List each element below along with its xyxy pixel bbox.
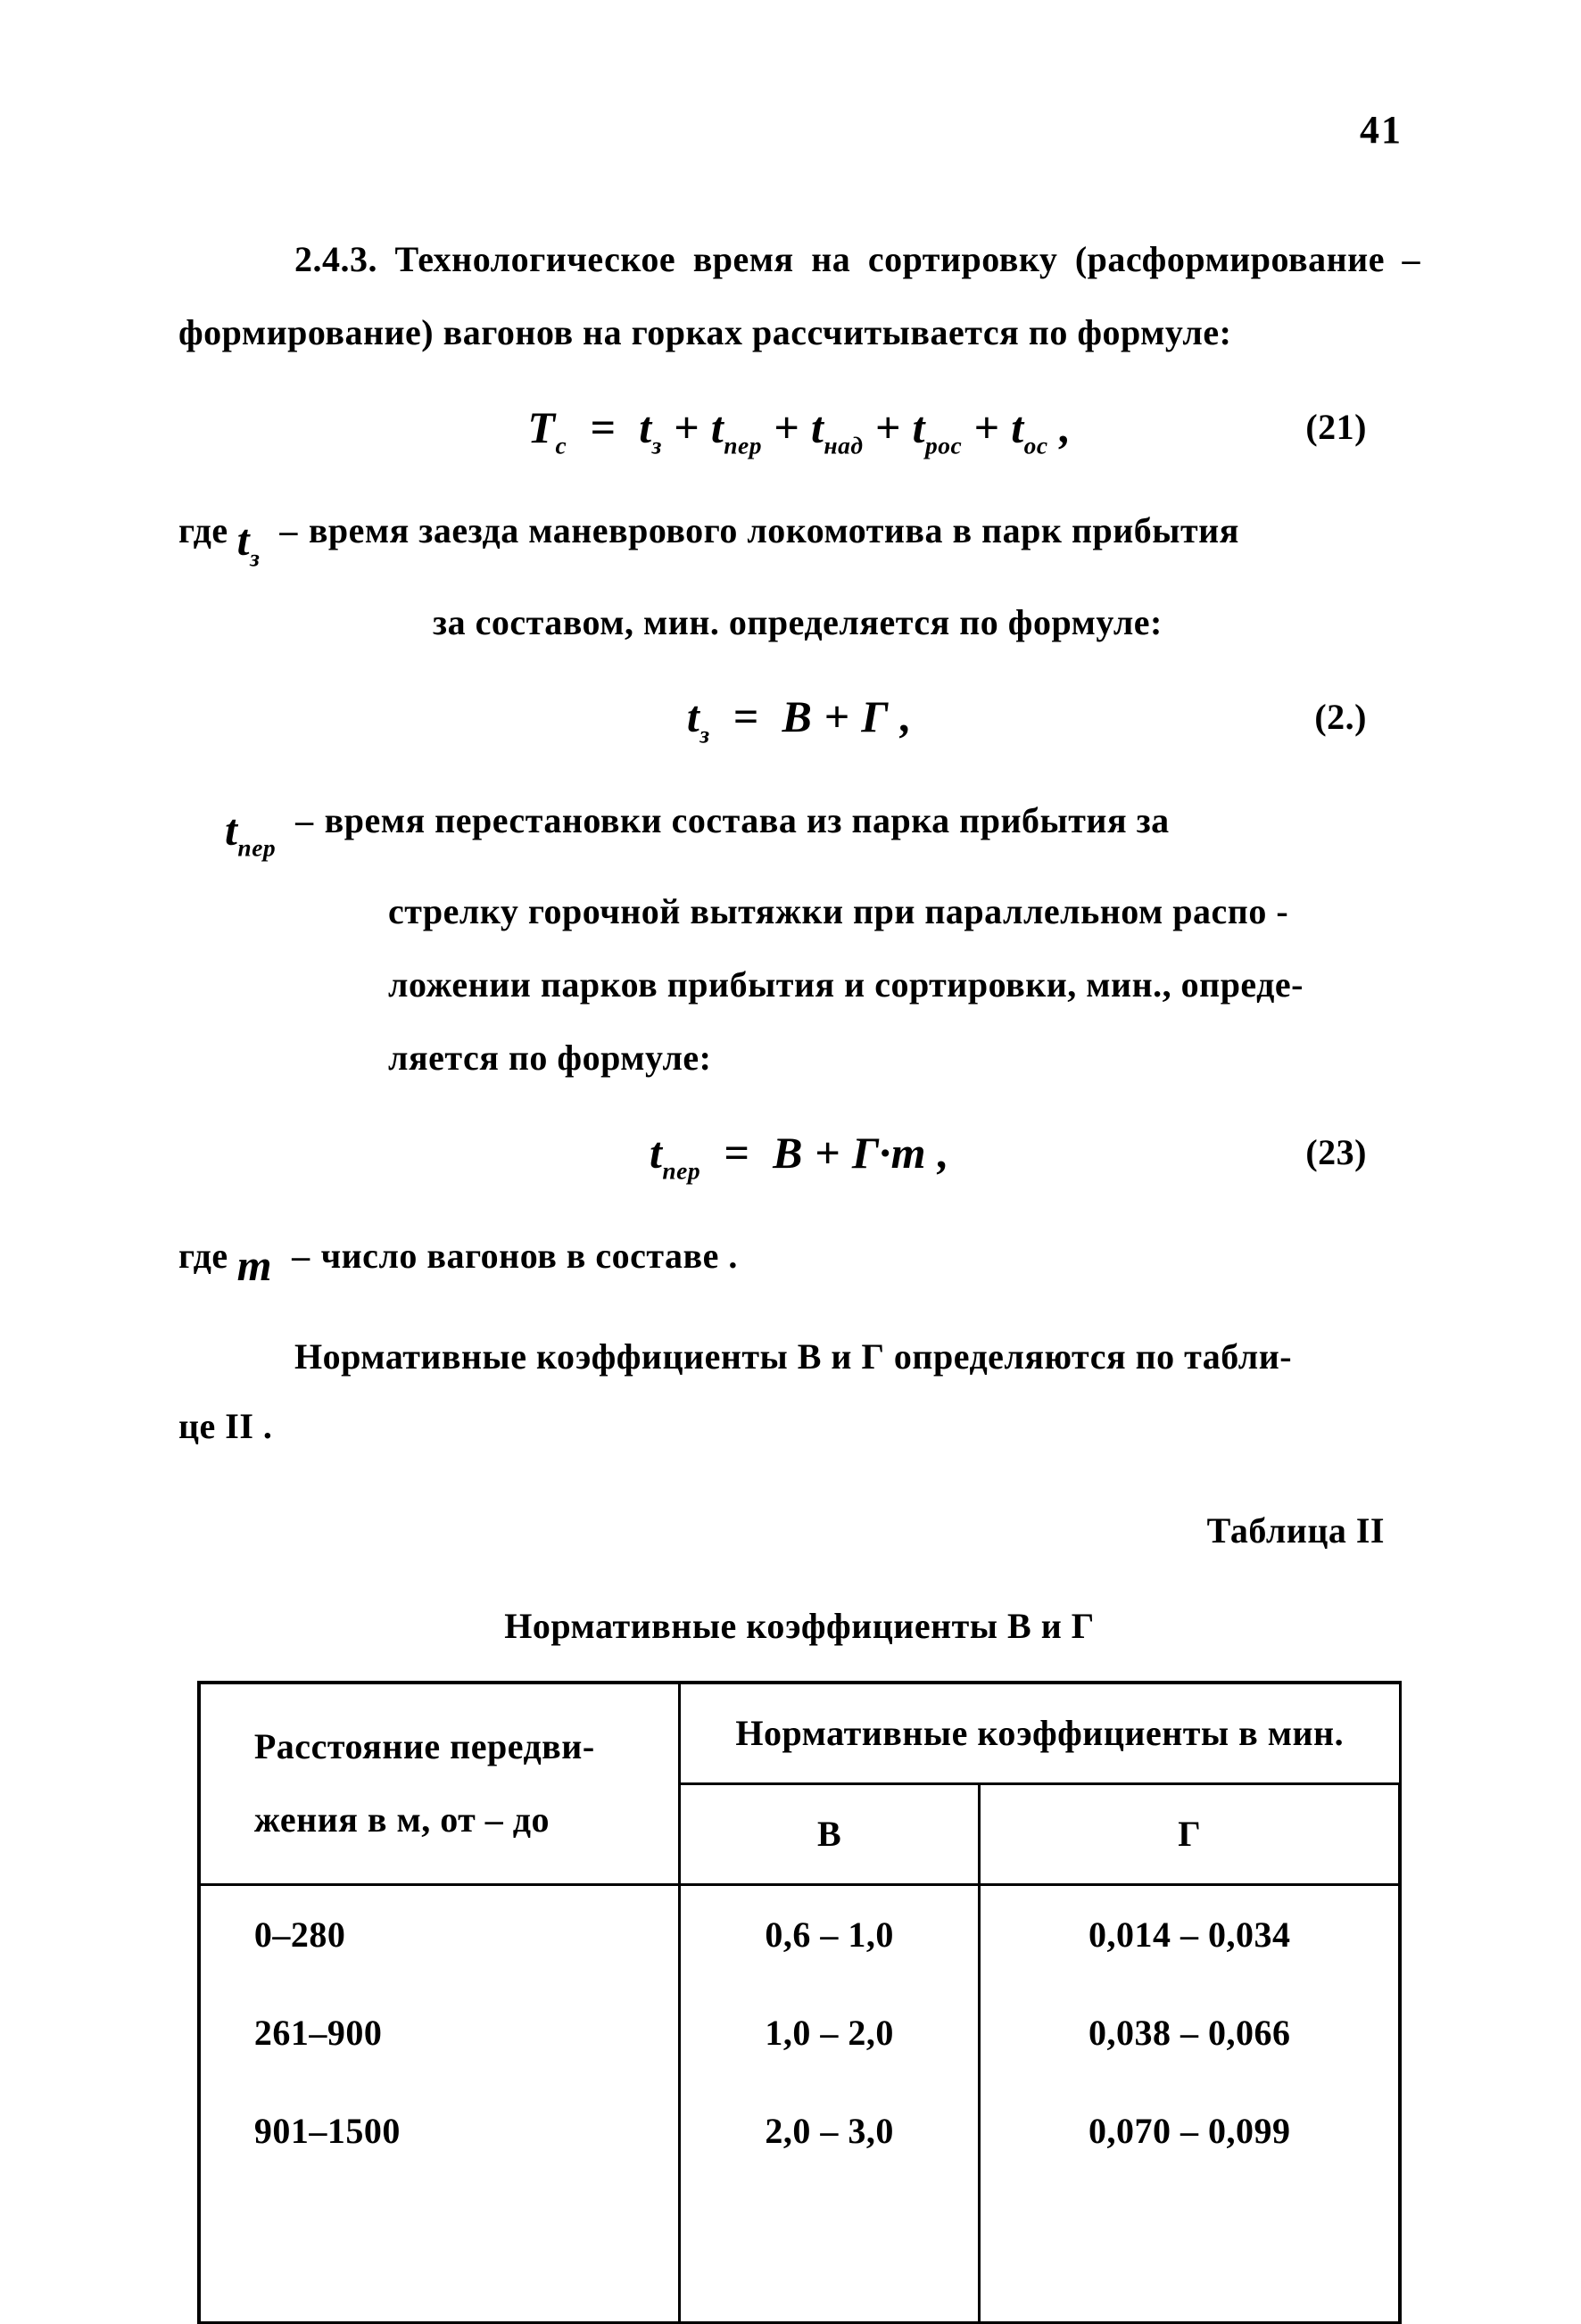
tper-text-line1: время перестановки состава из парка приб… <box>325 784 1420 857</box>
formula-23-content: tпер = В + Г·m , <box>650 1107 949 1199</box>
body-text: 2.4.3. Технологическое время на сортиров… <box>178 223 1420 2324</box>
tper-text-line2: стрелку горочной вытяжки при параллельно… <box>178 875 1420 948</box>
tper-symbol: tпер <box>216 784 285 876</box>
where-spacer <box>178 784 216 857</box>
where-tper: tпер – время перестановки состава из пар… <box>178 784 1420 1096</box>
formula-22-content: tз = В + Г , <box>687 671 912 763</box>
formula-23-number: (23) <box>1305 1116 1367 1189</box>
t3-symbol: tз <box>228 494 269 586</box>
where-m: где m – число вагонов в составе . <box>178 1220 1420 1311</box>
coefficients-table: Расстояние передви- жения в м, от – до Н… <box>197 1681 1402 2324</box>
cell-dist: 901–1500 <box>199 2082 679 2180</box>
cell-g: 0,070 – 0,099 <box>980 2082 1400 2180</box>
table-row: 901–1500 2,0 – 3,0 0,070 – 0,099 <box>199 2082 1400 2180</box>
section-number: 2.4.3. <box>294 239 377 279</box>
tper-text-line4: ляется по формуле: <box>178 1021 1420 1095</box>
table-row: 0–280 0,6 – 1,0 0,014 – 0,034 <box>199 1884 1400 1984</box>
formula-21-number: (21) <box>1305 391 1367 464</box>
col1-header: Расстояние передви- жения в м, от – до <box>199 1683 679 1885</box>
t3-text-line1: время заезда маневрового локомотива в па… <box>309 494 1420 567</box>
cell-g: 0,038 – 0,066 <box>980 1984 1400 2082</box>
cell-g: 0,014 – 0,034 <box>980 1884 1400 1984</box>
cell-b: 0,6 – 1,0 <box>679 1884 980 1984</box>
cell-b: 1,0 – 2,0 <box>679 1984 980 2082</box>
col3-subheader: Г <box>980 1783 1400 1884</box>
dash-icon: – <box>285 784 325 857</box>
t3-text-line2: за составом, мин. определяется по формул… <box>178 586 1420 659</box>
col23-header: Нормативные коэффициенты в мин. <box>679 1683 1400 1784</box>
m-symbol: m <box>228 1220 281 1311</box>
col2-subheader: В <box>679 1783 980 1884</box>
where-label-2: где <box>178 1220 228 1293</box>
table-title: Нормативные коэффициенты В и Г <box>178 1590 1420 1663</box>
where-t3: где tз – время заезда маневрового локомо… <box>178 494 1420 659</box>
formula-22: tз = В + Г , (2.) <box>178 677 1420 757</box>
dash-icon: – <box>281 1220 321 1293</box>
dash-icon: – <box>269 494 309 567</box>
cell-dist: 261–900 <box>199 1984 679 2082</box>
document-page: 41 2.4.3. Технологическое время на сорти… <box>0 0 1581 2212</box>
formula-22-number: (2.) <box>1314 681 1367 754</box>
where-label: где <box>178 494 228 567</box>
table-row: 261–900 1,0 – 2,0 0,038 – 0,066 <box>199 1984 1400 2082</box>
table-label: Таблица II <box>178 1494 1385 1567</box>
formula-21: Tc = tз + tпер + tнад + tрос + tос , (21… <box>178 387 1420 467</box>
page-number: 41 <box>1360 107 1403 153</box>
cell-dist: 0–280 <box>199 1884 679 1984</box>
cell-b: 2,0 – 3,0 <box>679 2082 980 2180</box>
table-empty-row <box>199 2180 1400 2323</box>
formula-23: tпер = В + Г·m , (23) <box>178 1112 1420 1193</box>
formula-21-content: Tc = tз + tпер + tнад + tрос + tос , <box>527 382 1071 474</box>
tper-text-line3: ложении парков прибытия и сортировки, ми… <box>178 948 1420 1021</box>
coef-sentence-line1: Нормативные коэффициенты В и Г определяю… <box>178 1320 1420 1394</box>
m-text: число вагонов в составе . <box>321 1220 1420 1293</box>
coef-sentence-line2: це II . <box>178 1390 1420 1463</box>
intro-paragraph: 2.4.3. Технологическое время на сортиров… <box>178 223 1420 369</box>
